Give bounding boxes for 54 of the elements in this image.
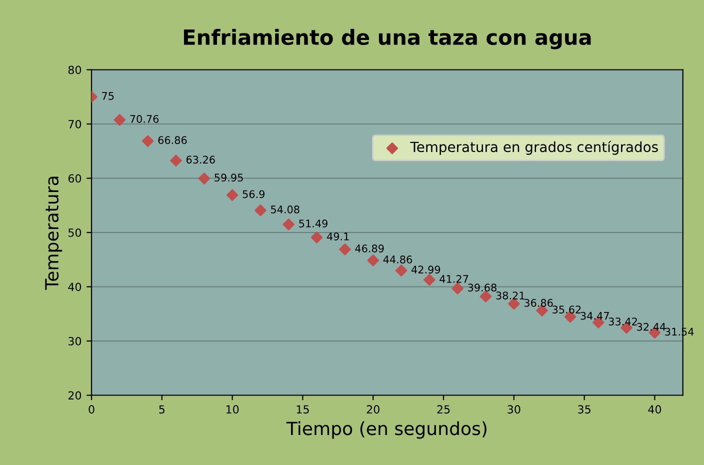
point	[480, 290, 492, 302]
point	[114, 114, 126, 126]
y-tick-label: 40	[68, 282, 82, 292]
x-tick-label: 5	[159, 405, 164, 414]
data-label: 75	[102, 92, 114, 100]
x-tick-label: 25	[437, 405, 450, 414]
point	[395, 264, 408, 276]
data-label: 70.76	[130, 115, 159, 123]
y-tick-label: 60	[68, 174, 82, 183]
y-tick-label: 30	[68, 336, 82, 346]
data-label: 51.49	[299, 220, 328, 228]
data-label: 46.89	[355, 244, 384, 252]
y-axis-title: Temperatura	[45, 176, 62, 290]
y-tick-label: 70	[68, 120, 82, 128]
y-tick-label: 80	[68, 66, 82, 74]
point	[310, 231, 323, 244]
data-label: 42.99	[412, 266, 440, 274]
data-label: 66.86	[158, 136, 187, 144]
chart-title: Enfriamiento de una taza con agua	[184, 28, 591, 50]
data-label: 38.21	[496, 292, 524, 300]
x-tick-label: 15	[296, 405, 309, 414]
data-label: 59.95	[214, 174, 243, 182]
x-tick-label: 30	[508, 405, 520, 414]
legend-label: Temperatura en grados centígrados	[410, 140, 658, 155]
point	[339, 243, 351, 256]
data-label: 49.1	[327, 232, 349, 240]
point	[424, 274, 436, 286]
data-label: 41.27	[440, 275, 468, 283]
y-tick-label: 20	[68, 391, 82, 400]
x-tick-label: 0	[88, 405, 94, 414]
x-axis-title: Tiempo (en segundos)	[286, 421, 486, 439]
data-label: 33.42	[608, 318, 637, 326]
x-tick-label: 20	[366, 405, 380, 414]
point	[170, 154, 182, 166]
point	[198, 172, 210, 184]
data-label: 39.68	[468, 284, 496, 292]
point	[226, 189, 238, 201]
x-tick-label: 40	[648, 405, 662, 414]
point	[367, 254, 380, 266]
y-tick-label: 50	[68, 228, 82, 237]
data-label: 34.47	[580, 312, 609, 320]
x-tick-label: 10	[226, 405, 239, 414]
data-label: 56.9	[242, 190, 265, 198]
data-label: 44.86	[383, 256, 412, 264]
data-label: 54.08	[271, 206, 300, 214]
x-tick-label: 35	[578, 405, 590, 414]
point	[452, 282, 464, 294]
point	[254, 204, 266, 216]
data-label: 35.62	[552, 306, 581, 314]
point	[142, 135, 154, 147]
point	[282, 218, 295, 230]
data-label: 32.44	[637, 322, 666, 331]
data-label: 63.26	[186, 156, 215, 164]
data-label: 36.86	[524, 298, 553, 307]
